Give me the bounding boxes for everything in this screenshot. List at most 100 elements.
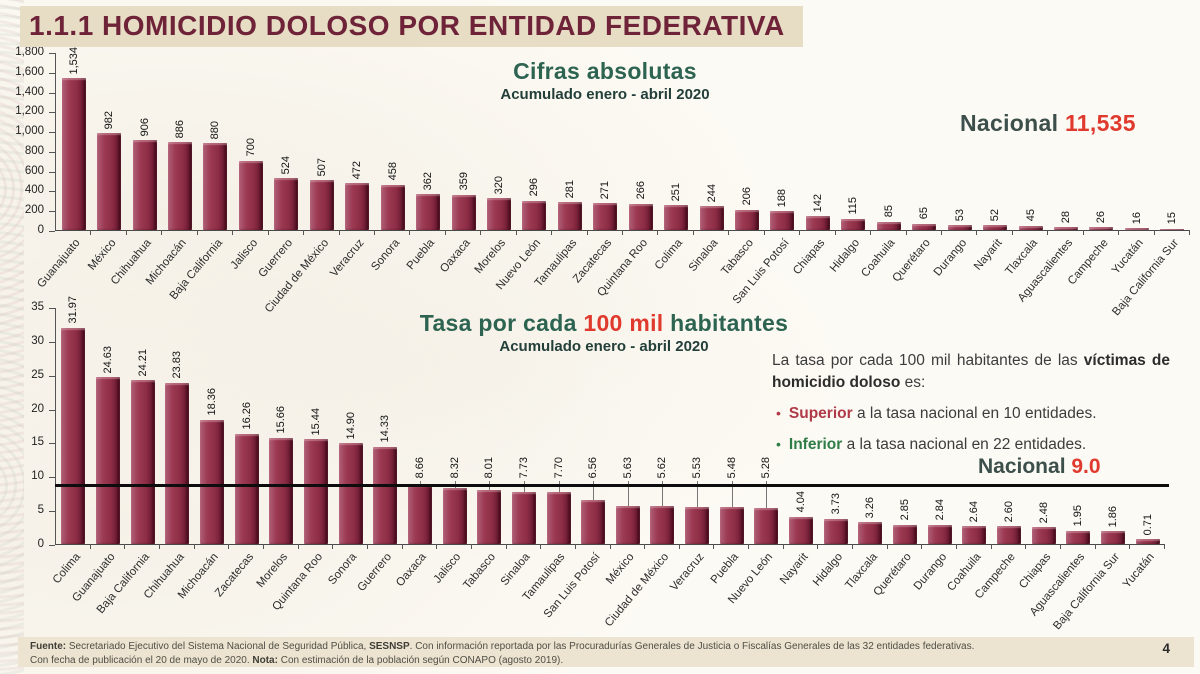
bar-slot: 3.73 Hidalgo: [811, 308, 853, 589]
bar-slot: 982 México: [86, 53, 128, 273]
bar-slot: 4.04 Nayarit: [778, 308, 819, 587]
bar: [165, 382, 190, 544]
bar: [274, 178, 299, 230]
bar: [1031, 527, 1056, 544]
bar: [841, 218, 866, 230]
bar-slot: 2.84 Durango: [911, 308, 957, 593]
bar: [486, 198, 511, 230]
bar: [1124, 228, 1149, 230]
bar-value-label: 6.56: [587, 456, 600, 479]
bar-value-label: 24.21: [136, 348, 149, 377]
bar-slot: 266 Quintana Roo: [595, 53, 659, 299]
bar-value-label: 14.33: [379, 415, 392, 443]
bar-slot: 65 Querétaro: [891, 53, 943, 284]
bar: [685, 506, 710, 544]
bar-value-label: 23.83: [171, 351, 184, 379]
chart1-subtitle: Acumulado enero - abril 2020: [500, 86, 710, 103]
footer-text: SESNSP: [369, 641, 410, 652]
bar-value-label: 16.26: [240, 402, 253, 430]
bar-slot: 8.32 Jalisco: [432, 308, 472, 586]
bar: [407, 485, 432, 544]
y-axis-tick-label: 0: [37, 538, 44, 550]
bar-slot: 0.71 Yucatán: [1121, 308, 1165, 591]
bar: [61, 327, 86, 544]
national-rate-label: Nacional: [978, 455, 1066, 478]
bar-value-label: 5.63: [621, 456, 634, 479]
bar-value-label: 24.63: [101, 345, 114, 374]
bar: [947, 224, 972, 230]
bar-category-label: Veracruz: [667, 551, 707, 594]
bar-category-label: Tabasco: [461, 551, 499, 592]
y-axis-tick-label: 10: [31, 470, 44, 483]
national-total-label: Nacional: [960, 110, 1059, 136]
bar-slot: 320 Morelos: [473, 53, 518, 276]
annotation-box: La tasa por cada 100 mil habitantes de l…: [772, 350, 1170, 456]
bar: [1018, 225, 1043, 230]
footer-text: Con fecha de publicación el 20 de mayo d…: [30, 654, 253, 666]
bar: [615, 505, 640, 544]
bar: [557, 202, 582, 230]
bar-slot: 15 Baja California Sur: [1111, 53, 1191, 318]
bar: [199, 419, 224, 544]
leader-line: [731, 481, 733, 507]
bar-slot: 5.53 Veracruz: [668, 308, 715, 593]
bar-value-label: 14.90: [344, 411, 357, 440]
bar-category-label: Guerrero: [355, 551, 395, 594]
y-axis-tick-mark: [49, 72, 55, 74]
bar-slot: 115 Hidalgo: [828, 53, 872, 275]
bar-slot: 16.26 Zacatecas: [213, 308, 264, 599]
bar-slot: 1.95 Aguascalientes: [1028, 308, 1096, 618]
bar: [303, 439, 328, 544]
bar-category-label: Sinaloa: [499, 551, 534, 589]
bar-slot: 14.33 Guerrero: [356, 308, 403, 594]
bar-slot: 31.97 Colima: [50, 296, 91, 586]
bar-value-label: 31.97: [67, 296, 80, 324]
y-axis-tick-mark: [49, 231, 55, 232]
bar-slot: 271 Zacatecas: [571, 53, 624, 285]
leader-line: [593, 481, 595, 500]
bar-category-label: México: [604, 551, 638, 587]
y-axis-tick-label: 1,000: [15, 125, 44, 138]
bar-slot: 458 Sonora: [369, 53, 411, 273]
bar-category-label: Hidalgo: [810, 551, 845, 589]
footer-line: Con fecha de publicación el 20 de mayo d…: [30, 654, 1074, 668]
national-total: Nacional 11,535: [960, 110, 1136, 137]
bar-value-label: 3.26: [864, 496, 877, 518]
bar-slot: 251 Colima: [653, 53, 695, 272]
bar-value-label: 3.73: [829, 493, 842, 515]
bar-category-label: Ciudad de México: [603, 551, 672, 630]
bar-slot: 880 Baja California: [167, 53, 234, 302]
bar-value-label: 5.48: [725, 456, 738, 479]
bar: [132, 140, 157, 230]
bar: [168, 142, 193, 230]
bar-slot: 5.62 Ciudad de México: [603, 308, 680, 629]
chart2-title-suffix: habitantes: [663, 310, 789, 336]
bar: [373, 446, 398, 544]
bar-value-label: 7.73: [517, 456, 530, 479]
bar: [338, 443, 363, 544]
bar: [97, 132, 122, 230]
bar-slot: 362 Puebla: [405, 53, 447, 272]
bar-value-label: 2.85: [899, 499, 912, 521]
annotation-bullet-inferior: • Inferior a la tasa nacional en 22 entid…: [772, 434, 1170, 456]
chart1-title: Cifras absolutas: [513, 58, 697, 84]
bar: [1089, 227, 1114, 230]
footer-text: Fuente:: [30, 641, 69, 652]
bar-value-label: 2.48: [1037, 501, 1050, 524]
bar-slot: 359 Oaxaca: [438, 53, 482, 275]
bar-value-label: 2.64: [968, 500, 981, 523]
y-axis-tick-label: 200: [24, 204, 44, 217]
bar-slot: 52 Nayarit: [972, 53, 1014, 273]
bar-slot: 24.21 Baja California: [95, 308, 160, 616]
bullet-term-inferior: Inferior: [788, 436, 843, 453]
bar-slot: 14.90 Sonora: [327, 308, 368, 587]
annotation-intro-bold: víctimas de homicidio doloso: [772, 352, 1170, 391]
bar-slot: 28 Aguascalientes: [1016, 53, 1085, 304]
bar-category-label: Nayarit: [777, 551, 811, 587]
bar-slot: 2.64 Coahuila: [945, 308, 992, 593]
bar-slot: 6.56 San Luis Potosí: [541, 308, 611, 620]
y-axis-tick-label: 35: [31, 301, 44, 313]
annotation-bullet-superior: • Superior a la tasa nacional en 10 entid…: [772, 403, 1170, 425]
